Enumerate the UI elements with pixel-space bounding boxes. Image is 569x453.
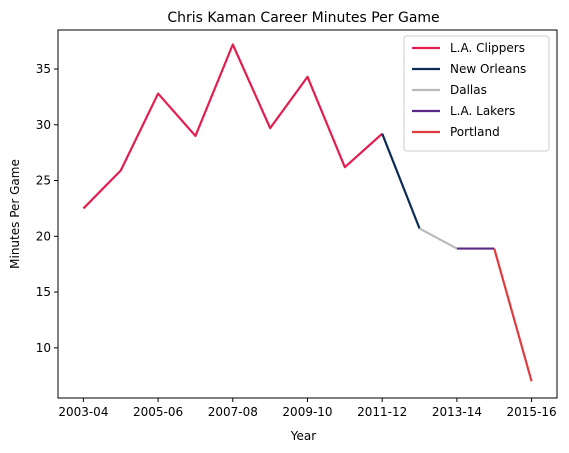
series-line-1 <box>381 133 421 229</box>
y-tick-label: 10 <box>36 341 51 355</box>
x-tick-label: 2003-04 <box>58 405 108 419</box>
legend-label: L.A. Clippers <box>450 41 525 55</box>
legend-label: Portland <box>450 125 500 139</box>
legend: L.A. Clippers New Orleans Dallas L.A. Laker… <box>403 35 550 152</box>
y-tick-label: 30 <box>36 118 51 132</box>
chart-title: Chris Kaman Career Minutes Per Game <box>167 10 439 26</box>
y-axis-label: Minutes Per Game <box>8 159 22 269</box>
x-axis-label: Year <box>290 429 316 443</box>
y-tick-label: 15 <box>36 285 51 299</box>
y-tick-label: 35 <box>36 62 51 76</box>
x-axis-ticks: 2003-04 2005-06 2007-08 2009-10 2011-12 2013-… <box>58 398 557 419</box>
legend-label: Dallas <box>450 83 487 97</box>
x-tick-label: 2007-08 <box>208 405 258 419</box>
y-axis-ticks: 10 15 20 25 30 35 <box>36 62 58 355</box>
legend-label: New Orleans <box>450 62 526 76</box>
x-tick-label: 2011-12 <box>357 405 407 419</box>
y-tick-label: 20 <box>36 229 51 243</box>
legend-box <box>403 35 550 152</box>
legend-label: L.A. Lakers <box>450 104 515 118</box>
y-tick-label: 25 <box>36 174 51 188</box>
x-tick-label: 2005-06 <box>133 405 183 419</box>
plot-lines <box>82 43 533 382</box>
x-tick-label: 2015-16 <box>507 405 557 419</box>
series-line-4 <box>493 248 533 382</box>
series-line-0 <box>82 43 383 210</box>
x-tick-label: 2013-14 <box>432 405 482 419</box>
series-line-2 <box>419 227 458 250</box>
x-tick-label: 2009-10 <box>282 405 332 419</box>
